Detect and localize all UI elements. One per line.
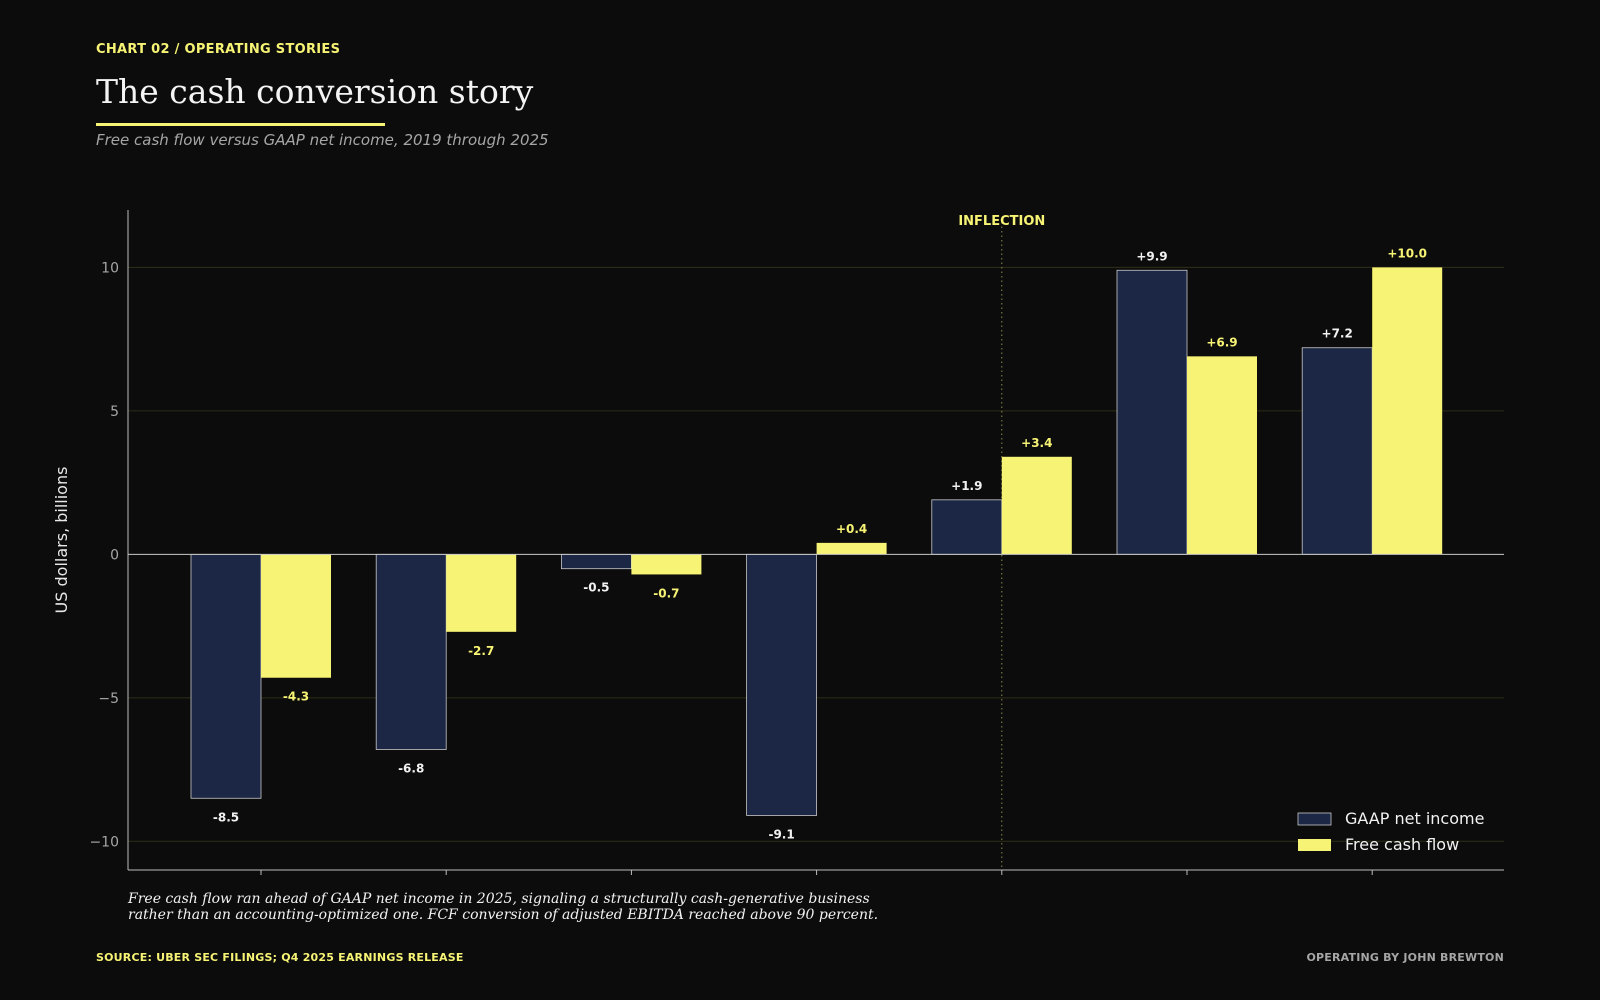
data-label-fcf: +0.4 [836,522,867,536]
legend-swatch [1298,839,1331,851]
bar-gaap-net-income [375,553,447,750]
legend-swatch [1297,812,1332,826]
caption-line-1: Free cash flow ran ahead of GAAP net inc… [128,891,870,907]
data-label-gaap: +7.2 [1322,327,1353,341]
y-tick-label: 5 [110,404,119,420]
legend-label: Free cash flow [1345,835,1459,854]
bar-free-cash-flow [816,542,887,555]
legend-label: GAAP net income [1345,809,1484,828]
bar-gaap-net-income [1116,269,1188,555]
bar-free-cash-flow [631,554,702,575]
chart-title: The cash conversion story [96,72,534,111]
caption-line-2: rather than an accounting-optimized one.… [128,907,879,923]
data-label-gaap: -6.8 [398,761,424,775]
inflection-label: INFLECTION [958,214,1045,229]
data-label-fcf: -2.7 [468,644,494,658]
data-label-gaap: -0.5 [583,581,609,595]
data-label-fcf: -4.3 [283,690,309,704]
bar-gaap-net-income [746,553,817,816]
data-label-gaap: +9.9 [1136,249,1167,263]
bar-free-cash-flow [1372,267,1443,555]
chart-caption: Free cash flow ran ahead of GAAP net inc… [128,891,1028,923]
bar-gaap-net-income [561,553,632,570]
y-tick-label: 0 [110,547,119,563]
data-label-fcf: +6.9 [1206,335,1237,349]
y-axis-label: US dollars, billions [52,467,71,614]
y-tick-label: −10 [89,834,119,850]
chart-kicker: CHART 02 / OPERATING STORIES [96,42,341,57]
title-underline [96,123,385,126]
data-label-fcf: +10.0 [1387,246,1427,260]
data-label-gaap: -9.1 [768,827,794,841]
data-label-fcf: +3.4 [1021,436,1052,450]
source-note: SOURCE: UBER SEC FILINGS; Q4 2025 EARNIN… [96,951,464,964]
bar-free-cash-flow [446,554,517,632]
bar-free-cash-flow [1187,356,1257,555]
bar-gaap-net-income [931,499,1003,555]
bar-gaap-net-income [190,553,262,799]
bar-free-cash-flow [261,554,331,678]
data-label-gaap: -8.5 [213,810,239,824]
y-tick-label: 10 [101,260,119,276]
credit-note: OPERATING BY JOHN BREWTON [1306,951,1504,964]
chart-subtitle: Free cash flow versus GAAP net income, 2… [96,131,549,149]
data-label-gaap: +1.9 [951,479,982,493]
bar-free-cash-flow [1001,456,1072,555]
y-tick-label: −5 [98,691,119,707]
bar-gaap-net-income [1301,347,1373,555]
data-label-fcf: -0.7 [653,586,679,600]
